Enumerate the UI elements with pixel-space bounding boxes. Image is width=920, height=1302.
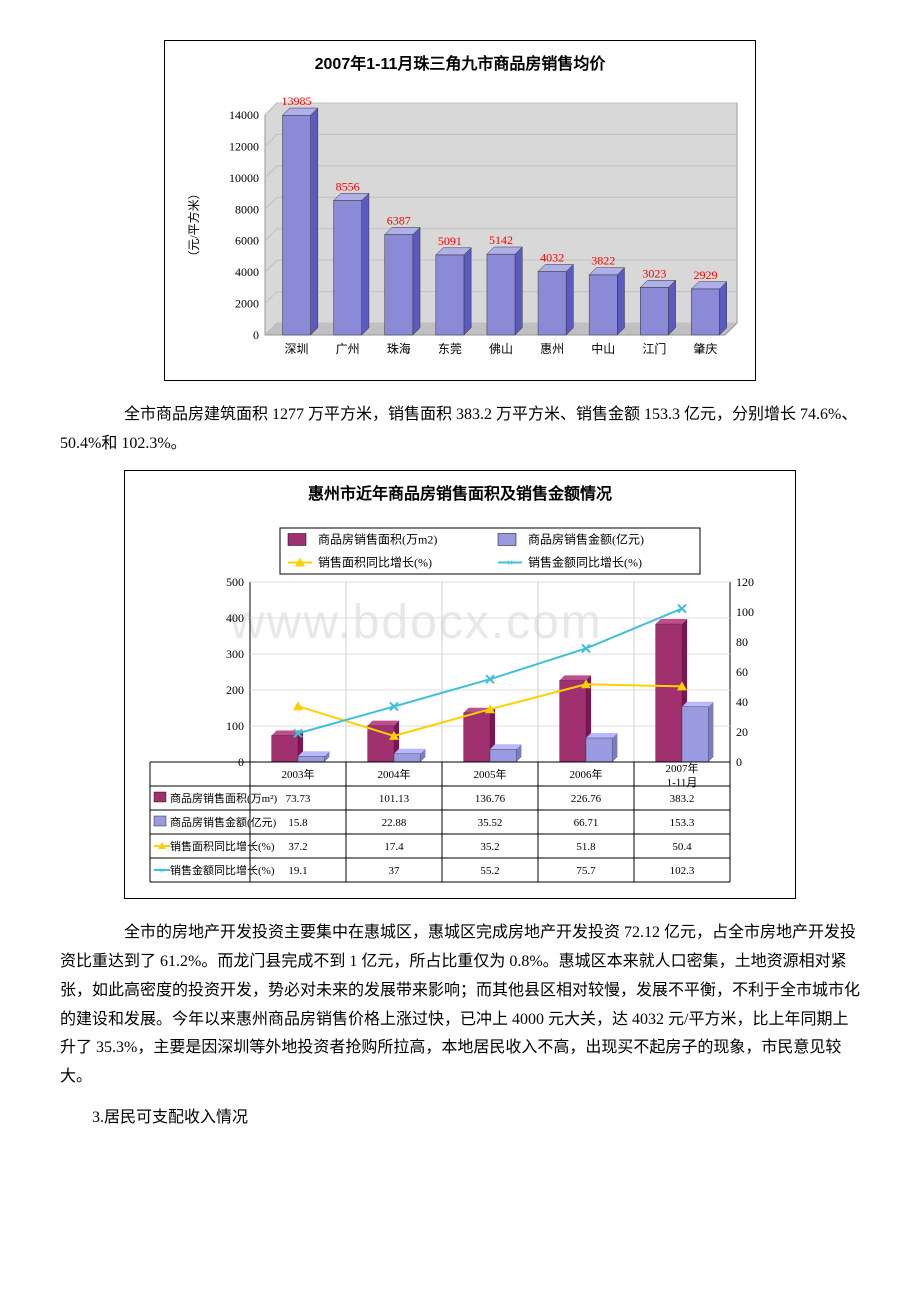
chart2-title: 惠州市近年商品房销售面积及销售金额情况 [140,481,780,510]
svg-text:51.8: 51.8 [576,841,596,853]
svg-text:500: 500 [226,575,244,589]
svg-text:（元/平方米）: （元/平方米） [186,187,201,262]
svg-text:2003年: 2003年 [282,767,315,781]
svg-text:惠州: 惠州 [540,342,564,356]
svg-text:22.88: 22.88 [382,817,407,829]
paragraph-1: 全市商品房建筑面积 1277 万平方米，销售面积 383.2 万平方米、销售金额… [60,401,860,459]
svg-text:100: 100 [226,719,244,733]
paragraph-2: 全市的房地产开发投资主要集中在惠城区，惠城区完成房地产开发投资 72.12 亿元… [60,919,860,1092]
svg-text:15.8: 15.8 [288,817,308,829]
svg-text:6387: 6387 [387,213,411,227]
svg-text:东莞: 东莞 [438,342,462,356]
svg-text:珠海: 珠海 [387,341,411,356]
svg-text:120: 120 [736,575,754,589]
svg-text:3822: 3822 [591,254,615,268]
svg-text:5091: 5091 [438,234,462,248]
svg-text:广州: 广州 [336,342,360,356]
svg-text:商品房销售面积(万m²): 商品房销售面积(万m²) [170,791,278,805]
svg-text:4000: 4000 [235,265,259,279]
chart2-container: 惠州市近年商品房销售面积及销售金额情况 www.bdocx.com 商品房销售面… [124,470,796,899]
svg-text:100: 100 [736,605,754,619]
svg-text:55.2: 55.2 [480,865,499,877]
svg-text:销售金额同比增长(%): 销售金额同比增长(%) [170,863,275,877]
svg-text:0: 0 [253,328,259,342]
svg-text:136.76: 136.76 [475,793,506,805]
svg-text:80: 80 [736,635,748,649]
svg-text:2000: 2000 [235,296,259,310]
svg-text:300: 300 [226,647,244,661]
svg-text:2929: 2929 [693,268,717,282]
svg-text:销售面积同比增长(%): 销售面积同比增长(%) [170,839,275,853]
chart1-svg: 0 2000 4000 6000 8000 10000 12000 14000 （元/平方米） 1… [180,90,740,370]
svg-text:深圳: 深圳 [285,342,309,356]
svg-text:佛山: 佛山 [489,342,513,356]
svg-text:商品房销售面积(万m2): 商品房销售面积(万m2) [318,532,437,547]
svg-text:50.4: 50.4 [672,841,692,853]
svg-text:6000: 6000 [235,234,259,248]
svg-text:商品房销售金额(亿元): 商品房销售金额(亿元) [170,815,277,829]
svg-text:销售金额同比增长(%): 销售金额同比增长(%) [528,555,642,570]
svg-text:×: × [507,556,514,570]
svg-text:4032: 4032 [540,250,564,264]
svg-text:1-11月: 1-11月 [667,777,698,789]
svg-text:销售面积同比增长(%): 销售面积同比增长(%) [318,555,432,570]
svg-text:73.73: 73.73 [286,793,311,805]
section-3-heading: 3.居民可支配收入情况 [60,1104,860,1133]
svg-text:37: 37 [389,865,401,877]
chart1-body: 0 2000 4000 6000 8000 10000 12000 14000 （元/平方米） 1… [180,90,740,370]
svg-text:肇庆: 肇庆 [693,341,717,356]
svg-text:14000: 14000 [229,108,259,122]
chart1-title: 2007年1-11月珠三角九市商品房销售均价 [180,51,740,80]
svg-text:10000: 10000 [229,171,259,185]
svg-text:2007年: 2007年 [666,761,699,775]
svg-text:19.1: 19.1 [288,865,307,877]
svg-text:383.2: 383.2 [670,793,695,805]
svg-text:3023: 3023 [642,266,666,280]
chart2-svg: 商品房销售面积(万m2) 商品房销售金额(亿元) 销售面积同比增长(%) × 销售金额同… [140,520,780,888]
svg-text:200: 200 [226,683,244,697]
svg-text:×: × [159,865,165,877]
svg-text:40: 40 [736,695,748,709]
svg-text:35.2: 35.2 [480,841,499,853]
svg-text:400: 400 [226,611,244,625]
svg-text:66.71: 66.71 [574,817,599,829]
svg-text:37.2: 37.2 [288,841,307,853]
svg-text:101.13: 101.13 [379,793,410,805]
svg-text:60: 60 [736,665,748,679]
svg-text:13985: 13985 [282,94,312,108]
svg-text:2004年: 2004年 [378,767,411,781]
svg-text:5142: 5142 [489,233,513,247]
svg-text:2006年: 2006年 [570,767,603,781]
svg-text:226.76: 226.76 [571,793,602,805]
chart1-container: 2007年1-11月珠三角九市商品房销售均价 0 2000 4000 6000 8000… [164,40,756,381]
svg-text:中山: 中山 [591,341,615,356]
svg-text:江门: 江门 [642,341,666,356]
svg-text:102.3: 102.3 [670,865,695,877]
svg-text:商品房销售金额(亿元): 商品房销售金额(亿元) [528,532,644,547]
svg-text:75.7: 75.7 [576,865,596,877]
svg-text:153.3: 153.3 [670,817,695,829]
svg-text:17.4: 17.4 [384,841,404,853]
svg-text:2005年: 2005年 [474,767,507,781]
svg-text:8000: 8000 [235,202,259,216]
svg-text:35.52: 35.52 [478,817,503,829]
svg-text:0: 0 [736,755,742,769]
svg-text:8556: 8556 [336,179,360,193]
svg-text:20: 20 [736,725,748,739]
chart2-body: www.bdocx.com 商品房销售面积(万m2)商品房销售金额(亿元)销售面… [140,520,780,888]
svg-text:12000: 12000 [229,139,259,153]
